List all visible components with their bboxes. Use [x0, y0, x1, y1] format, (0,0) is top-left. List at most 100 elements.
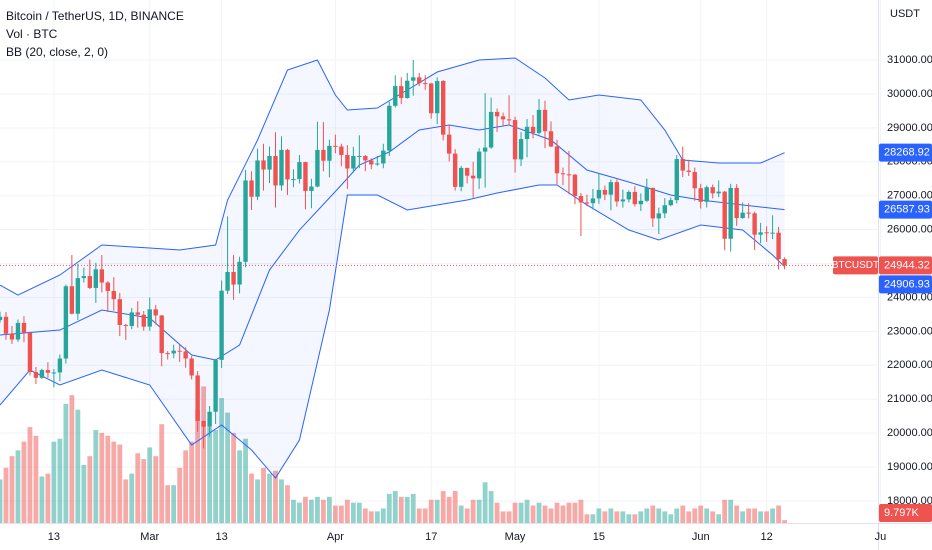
candle-body [560, 173, 566, 175]
candle-body [105, 282, 111, 292]
volume-bar [560, 505, 566, 523]
volume-bar [201, 386, 207, 523]
volume-bar [356, 502, 362, 523]
volume-bar [626, 514, 632, 523]
x-tick-label: Mar [140, 531, 159, 543]
candle-body [363, 156, 368, 161]
volume-bar [548, 508, 554, 523]
candle-body [608, 182, 614, 195]
candle-body [117, 299, 122, 325]
candle-body [237, 261, 242, 285]
volume-bar [291, 499, 296, 523]
volume-bar [470, 499, 476, 523]
candle-body [716, 191, 721, 194]
candle-body [147, 309, 152, 327]
candle-body [261, 160, 266, 170]
candle-body [351, 156, 356, 169]
volume-bar [638, 511, 644, 523]
volume-bar [458, 505, 464, 523]
candle-body [446, 134, 452, 154]
candle-body [213, 359, 218, 412]
y-tick-label: 22000.00 [887, 359, 932, 371]
volume-bar [57, 438, 63, 523]
volume-bar [93, 430, 99, 523]
volume-bar [219, 398, 224, 523]
volume-bar [39, 476, 45, 523]
candle-body [321, 149, 326, 161]
volume-bar [608, 508, 614, 523]
candle-body [21, 322, 27, 333]
volume-bar [27, 427, 33, 523]
volume-bar [321, 499, 326, 523]
candle-body [243, 180, 248, 262]
volume-bar [285, 485, 290, 523]
volume-bar [153, 456, 159, 523]
volume-bar [518, 502, 524, 523]
volume-bar [536, 502, 542, 523]
volume-bar [237, 450, 242, 523]
volume-bar [752, 508, 758, 523]
candle-body [572, 174, 578, 197]
candle-body [512, 120, 518, 160]
currency-label: USDT [890, 8, 920, 20]
candle-body [75, 278, 81, 314]
volume-pane [0, 386, 787, 523]
symbol-tag: BTCUSDT [832, 260, 879, 271]
candle-body [458, 167, 464, 187]
volume-bar [704, 508, 710, 523]
volume-label: 9.797K [884, 507, 920, 519]
candle-body [189, 358, 194, 376]
volume-bar [782, 520, 787, 523]
labels: Bitcoin / TetherUS, 1D, BINANCE Vol · BT… [6, 8, 932, 543]
volume-bar [740, 511, 746, 523]
volume-bar [650, 505, 656, 523]
volume-label-bg [879, 504, 932, 522]
volume-bar [141, 459, 147, 523]
y-tick-label: 27000.00 [887, 190, 932, 202]
candle-body [39, 370, 45, 378]
candle-body [45, 370, 51, 373]
candle-body [249, 180, 254, 197]
volume-bar [620, 511, 626, 523]
x-tick-label: 17 [425, 531, 437, 543]
volume-bar [566, 502, 572, 523]
volume-bar [530, 505, 536, 523]
indicator-title: BB (20, close, 2, 0) [6, 45, 108, 59]
upper-band-label-bg [879, 143, 932, 162]
volume-bar [722, 499, 728, 523]
volume-bar [728, 499, 734, 523]
candle-body [710, 187, 715, 194]
candle-body [327, 145, 332, 161]
volume-title: Vol · BTC [6, 27, 58, 41]
candle-body [470, 175, 476, 179]
candle-body [740, 212, 745, 219]
last-price-label-bg [879, 256, 932, 275]
candle-body [33, 372, 39, 378]
volume-bar [746, 508, 752, 523]
candle-body [411, 77, 416, 81]
x-tick-label: 13 [215, 531, 227, 543]
candle-body [9, 333, 15, 340]
volume-bar [392, 491, 398, 523]
candle-body [626, 191, 632, 200]
lower-band-label: 24906.93 [884, 278, 930, 290]
volume-bar [404, 496, 410, 523]
volume-bar [362, 508, 368, 523]
volume-bar [183, 450, 189, 523]
candle-body [584, 202, 590, 204]
volume-bar [572, 502, 578, 523]
candle-body [423, 83, 428, 85]
middle-band-label-bg [879, 200, 932, 219]
candle-body [566, 174, 572, 176]
volume-bar [386, 493, 392, 523]
volume-bar [332, 505, 338, 523]
candle-body [255, 160, 260, 197]
volume-bar [482, 482, 488, 523]
volume-bar [464, 508, 470, 523]
candle-body [57, 358, 63, 373]
candle-body [632, 191, 638, 205]
candle-body [488, 111, 494, 148]
volume-bar [0, 479, 3, 523]
candle-body [279, 149, 284, 186]
